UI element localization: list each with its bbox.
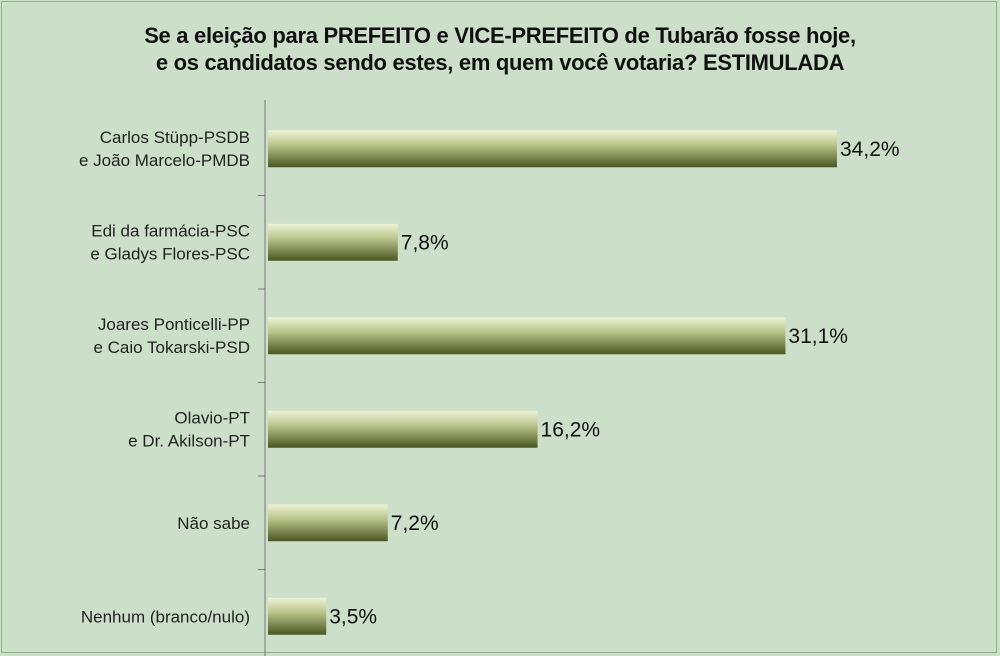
bar-3	[268, 317, 786, 355]
category-label-2-line-1: Edi da farmácia-PSC	[91, 221, 250, 240]
bar-2	[268, 223, 398, 261]
category-label-5-line-1: Não sabe	[177, 514, 250, 533]
category-label-3-line-1: Joares Ponticelli-PP	[98, 315, 250, 334]
bar-4	[268, 410, 538, 448]
value-label-1: 34,2%	[840, 138, 900, 161]
bar-6	[268, 597, 327, 635]
value-label-3: 31,1%	[788, 325, 848, 348]
chart-title-line-1: Se a eleição para PREFEITO e VICE-PREFEI…	[144, 23, 856, 48]
category-label-4-line-1: Olavio-PT	[174, 408, 250, 427]
category-label-4-line-2: e Dr. Akilson-PT	[128, 431, 250, 450]
bar-5	[268, 504, 388, 542]
value-label-5: 7,2%	[391, 512, 439, 535]
value-label-4: 16,2%	[541, 418, 601, 441]
bar-1	[268, 130, 837, 168]
category-label-1-line-2: e João Marcelo-PMDB	[79, 151, 250, 170]
category-label-3-line-2: e Caio Tokarski-PSD	[93, 338, 250, 357]
chart-title-line-2: e os candidatos sendo estes, em quem voc…	[155, 50, 845, 75]
category-label-6-line-1: Nenhum (branco/nulo)	[81, 607, 250, 626]
value-label-2: 7,8%	[401, 231, 449, 254]
category-label-1-line-1: Carlos Stüpp-PSDB	[100, 128, 250, 147]
value-label-6: 3,5%	[329, 605, 377, 628]
category-label-2-line-2: e Gladys Flores-PSC	[90, 244, 250, 263]
